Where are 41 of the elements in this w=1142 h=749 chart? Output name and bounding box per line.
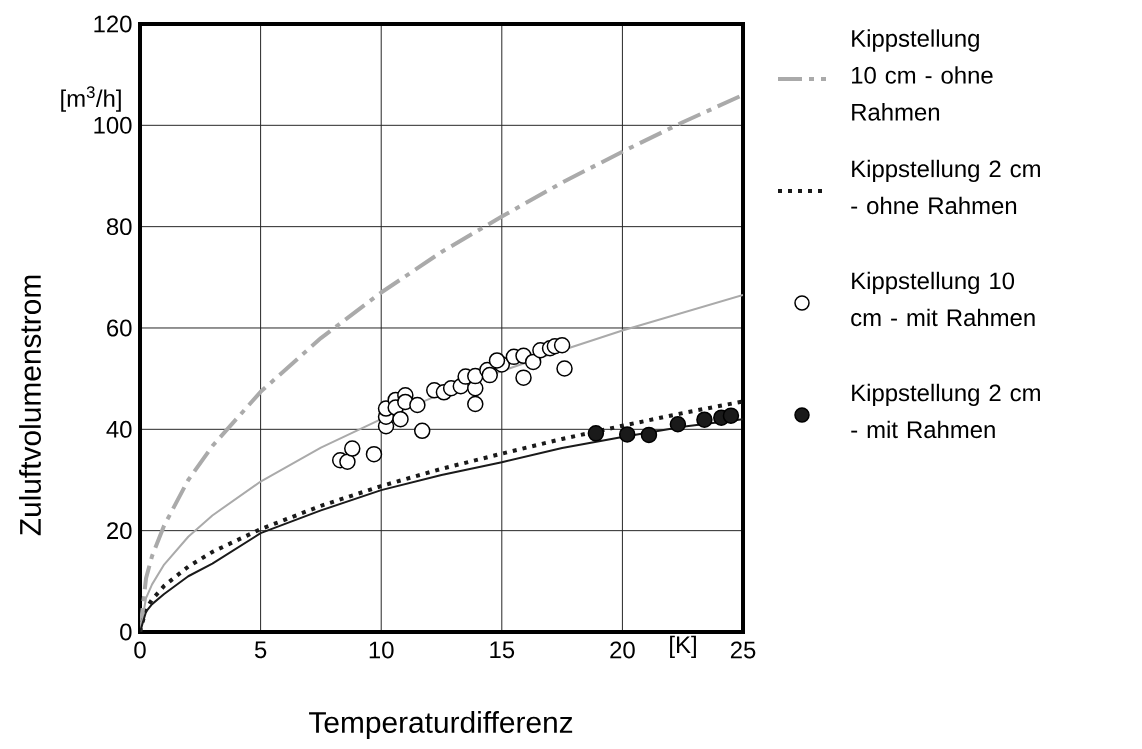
point <box>488 352 506 369</box>
x-tick-label: 5 <box>254 641 267 659</box>
x-tick-label: 20 <box>610 641 635 659</box>
point <box>556 360 573 377</box>
legend-label: Kippstellung 10 cm - ohne Rahmen <box>852 29 993 121</box>
point <box>587 425 605 442</box>
point <box>669 416 687 433</box>
point <box>365 445 383 463</box>
point <box>524 353 542 371</box>
x-tick-label: 25 <box>730 641 756 659</box>
y-tick-label: 40 <box>106 420 132 438</box>
x-axis-title: Temperaturdifferenz <box>309 711 573 739</box>
legend-label: Kippstellung 10 cm - mit Rahmen <box>851 271 1035 327</box>
y-tick-label: 120 <box>94 15 132 33</box>
y-tick-label: 60 <box>107 319 132 337</box>
point <box>339 453 356 470</box>
y-tick-label: 80 <box>106 218 132 236</box>
point <box>696 411 713 428</box>
y-tick-label: 100 <box>94 116 132 134</box>
text: [m$^{3}$/h] <box>61 86 121 112</box>
x-tick-label: 15 <box>490 641 515 659</box>
point <box>640 426 658 444</box>
point <box>413 422 431 440</box>
point <box>553 336 571 354</box>
y-tick-label: 0 <box>120 623 132 641</box>
point <box>467 395 484 413</box>
y-tick-label: 20 <box>107 522 132 540</box>
point <box>409 396 426 414</box>
point <box>618 426 636 443</box>
x-tick-label: 10 <box>369 641 394 659</box>
point <box>722 407 740 424</box>
text: [K] <box>670 635 696 658</box>
point <box>515 369 532 386</box>
x-tick-label: 0 <box>134 641 146 659</box>
y-axis-title: Zuluftvolumenstrom <box>19 275 41 536</box>
point <box>481 366 498 384</box>
legend-label: Kippstellung 2 cm - mit Rahmen <box>851 383 1040 439</box>
point <box>344 440 361 457</box>
point <box>392 410 409 428</box>
point <box>467 367 484 385</box>
legend-label: Kippstellung 2 cm - ohne Rahmen <box>851 159 1040 215</box>
